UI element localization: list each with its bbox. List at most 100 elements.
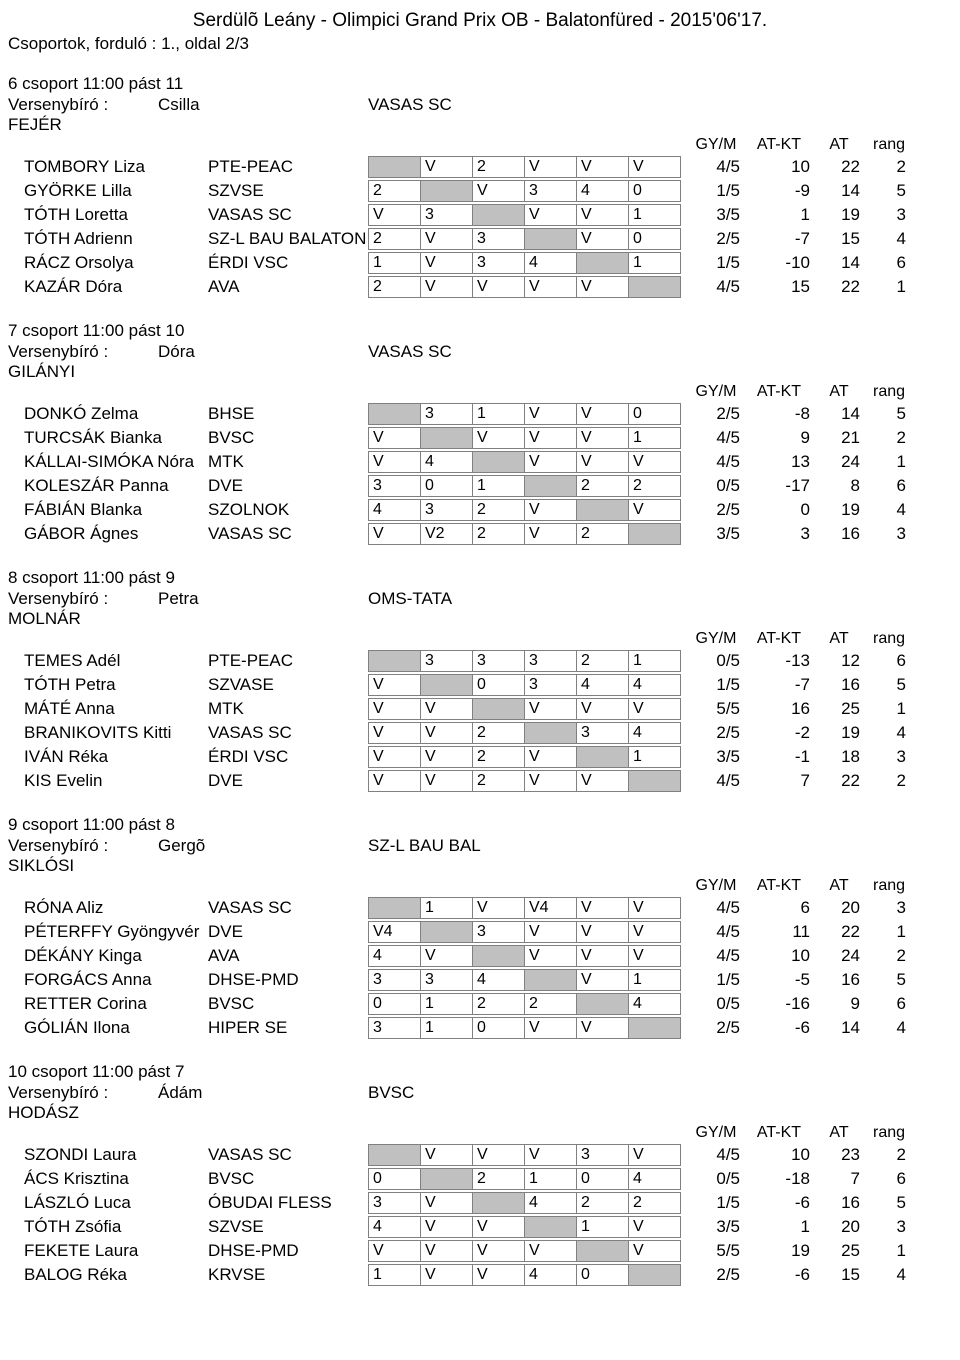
- score-cell: [472, 204, 525, 226]
- score-cell: [368, 156, 421, 178]
- score-cell: V: [524, 156, 577, 178]
- table-row: GÁBOR ÁgnesVASAS SCVV22V23/53163: [8, 522, 952, 546]
- stat-rang: 4: [866, 1265, 912, 1285]
- score-cell: V: [368, 427, 421, 449]
- spacer: [8, 1124, 688, 1142]
- score-cell: V: [576, 1017, 629, 1039]
- stat-at: 14: [816, 1018, 866, 1038]
- stat-at: 14: [816, 404, 866, 424]
- score-cell: 0: [628, 403, 681, 425]
- score-cells: 4VVVV: [368, 945, 686, 967]
- stat-rang: 6: [866, 476, 912, 496]
- score-cell: 4: [628, 674, 681, 696]
- stat-atkt: 10: [746, 157, 816, 177]
- stat-header-gym: GY/M: [688, 1124, 744, 1142]
- score-cell: V: [420, 228, 473, 250]
- score-cell: 3: [420, 969, 473, 991]
- stat-atkt: 1: [746, 205, 816, 225]
- stat-at: 19: [816, 723, 866, 743]
- group-info: 8 csoport 11:00 pást 9: [8, 568, 952, 588]
- stat-atkt: -6: [746, 1193, 816, 1213]
- stat-rang: 6: [866, 253, 912, 273]
- score-cell: V2: [420, 523, 473, 545]
- score-cell: 2: [576, 523, 629, 545]
- fencer-club: VASAS SC: [208, 898, 368, 918]
- referee-club: BVSC: [368, 1083, 414, 1123]
- stat-header: GY/MAT-KTATrang: [8, 630, 952, 648]
- score-cell: 2: [576, 1192, 629, 1214]
- group-info: 9 csoport 11:00 pást 8: [8, 815, 952, 835]
- fencer-name: TÓTH Adrienn: [8, 229, 208, 249]
- score-cell: 2: [472, 1168, 525, 1190]
- score-cell: V: [628, 1216, 681, 1238]
- table-row: SZONDI LauraVASAS SCVVV3V4/510232: [8, 1143, 952, 1167]
- stat-atkt: -2: [746, 723, 816, 743]
- score-cells: 334V1: [368, 969, 686, 991]
- score-cell: 3: [524, 650, 577, 672]
- stat-rang: 2: [866, 946, 912, 966]
- stat-rang: 3: [866, 898, 912, 918]
- stat-rang: 2: [866, 428, 912, 448]
- stat-rang: 4: [866, 229, 912, 249]
- stat-gym: 4/5: [686, 428, 746, 448]
- score-cell: 4: [576, 180, 629, 202]
- score-cell: V: [420, 746, 473, 768]
- stat-rang: 5: [866, 181, 912, 201]
- table-row: PÉTERFFY GyöngyvérDVEV43VVV4/511221: [8, 920, 952, 944]
- stat-gym: 0/5: [686, 476, 746, 496]
- stat-gym: 4/5: [686, 1145, 746, 1165]
- score-cell: V: [524, 746, 577, 768]
- group-block: 9 csoport 11:00 pást 8Versenybíró : SIKL…: [8, 815, 952, 1040]
- score-cell: 1: [420, 993, 473, 1015]
- referee-club: OMS-TATA: [368, 589, 452, 629]
- score-cell: [472, 698, 525, 720]
- fencer-name: MÁTÉ Anna: [8, 699, 208, 719]
- stat-at: 9: [816, 994, 866, 1014]
- stat-gym: 2/5: [686, 229, 746, 249]
- table-row: IVÁN RékaÉRDI VSCVV2V13/5-1183: [8, 745, 952, 769]
- stat-atkt: -7: [746, 229, 816, 249]
- stat-atkt: 13: [746, 452, 816, 472]
- fencer-club: DVE: [208, 922, 368, 942]
- stat-gym: 5/5: [686, 699, 746, 719]
- table-row: TÓTH PetraSZVASEV03441/5-7165: [8, 673, 952, 697]
- table-row: FEKETE LauraDHSE-PMDVVVVV5/519251: [8, 1239, 952, 1263]
- table-row: GÓLIÁN IlonaHIPER SE310VV2/5-6144: [8, 1016, 952, 1040]
- score-cell: 4: [628, 1168, 681, 1190]
- stat-gym: 0/5: [686, 1169, 746, 1189]
- stat-at: 18: [816, 747, 866, 767]
- stat-gym: 2/5: [686, 1265, 746, 1285]
- fencer-club: MTK: [208, 699, 368, 719]
- stat-header-gym: GY/M: [688, 136, 744, 154]
- score-cell: V: [420, 945, 473, 967]
- score-cells: 3V422: [368, 1192, 686, 1214]
- score-cell: 2: [472, 499, 525, 521]
- stat-at: 19: [816, 500, 866, 520]
- score-cell: 3: [368, 475, 421, 497]
- score-cell: 4: [368, 499, 421, 521]
- score-cells: 1V341: [368, 252, 686, 274]
- stat-gym: 2/5: [686, 723, 746, 743]
- stat-header: GY/MAT-KTATrang: [8, 383, 952, 401]
- score-cell: V: [420, 1264, 473, 1286]
- stat-rang: 2: [866, 157, 912, 177]
- score-cell: [576, 746, 629, 768]
- score-cell: V: [472, 276, 525, 298]
- stat-rang: 1: [866, 452, 912, 472]
- referee-firstname: Csilla: [158, 95, 368, 135]
- referee-label: Versenybíró : HODÁSZ: [8, 1083, 158, 1123]
- score-cell: [524, 969, 577, 991]
- stat-atkt: 16: [746, 699, 816, 719]
- score-cell: V: [524, 204, 577, 226]
- fencer-club: SZOLNOK: [208, 500, 368, 520]
- stat-at: 15: [816, 229, 866, 249]
- fencer-name: TÓTH Zsófia: [8, 1217, 208, 1237]
- score-cell: 2: [472, 746, 525, 768]
- score-cell: V: [576, 897, 629, 919]
- stat-at: 22: [816, 277, 866, 297]
- stat-rang: 3: [866, 747, 912, 767]
- score-cell: [576, 993, 629, 1015]
- stat-gym: 1/5: [686, 181, 746, 201]
- score-cell: V: [576, 698, 629, 720]
- score-cell: [472, 945, 525, 967]
